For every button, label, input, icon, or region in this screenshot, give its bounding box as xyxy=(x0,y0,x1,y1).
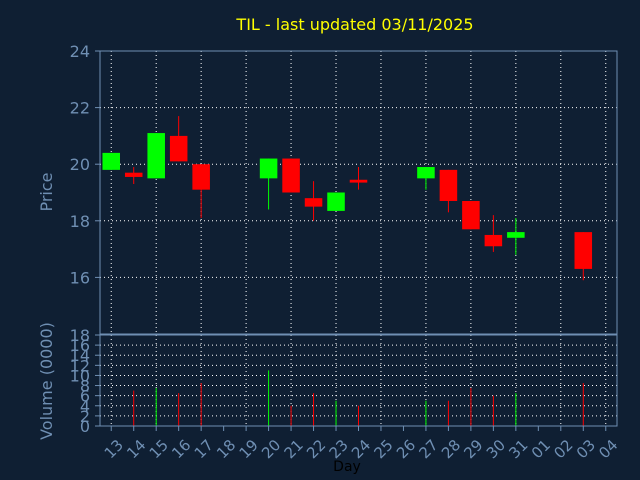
candle xyxy=(102,152,121,170)
candle-body xyxy=(327,192,345,211)
day-tick-label: 04 xyxy=(595,436,621,462)
volume-tick-label: 10 xyxy=(70,366,90,385)
volume-tick-label: 0 xyxy=(80,417,90,436)
candle-body xyxy=(349,179,368,183)
day-tick-labels: 1314151617181920212223242526272829303101… xyxy=(101,436,622,462)
candle xyxy=(327,192,345,211)
candle xyxy=(259,158,278,210)
candle xyxy=(507,217,525,255)
volume-axis-label: Volume (0000) xyxy=(37,322,56,440)
candle-body xyxy=(439,169,458,201)
candle-body xyxy=(462,200,480,230)
price-tick-label: 22 xyxy=(70,99,90,118)
candle xyxy=(574,232,593,281)
candles xyxy=(102,116,593,281)
volume-tick-label: 4 xyxy=(80,397,90,416)
price-tick-label: 16 xyxy=(70,268,90,287)
price-tick-labels: 16 18 20 22 24 xyxy=(70,42,90,287)
price-axis-label: Price xyxy=(37,172,56,211)
candle-body xyxy=(484,234,503,247)
candle xyxy=(169,116,188,162)
volume-tick-label: 14 xyxy=(70,346,90,365)
candle-body xyxy=(304,198,323,207)
candle-body xyxy=(124,172,143,177)
price-tick-label: 20 xyxy=(70,155,90,174)
candle xyxy=(349,167,368,190)
chart-title: TIL - last updated 03/11/2025 xyxy=(235,15,473,34)
candle-body xyxy=(147,133,165,179)
axes xyxy=(95,50,618,431)
candle xyxy=(304,181,323,221)
price-grid xyxy=(100,50,617,334)
candle xyxy=(439,169,458,213)
candle-body xyxy=(507,232,525,238)
price-frame xyxy=(99,50,618,335)
candle xyxy=(484,215,503,252)
volume-tick-label: 16 xyxy=(70,336,90,355)
candle xyxy=(147,133,165,179)
price-tick-label: 18 xyxy=(70,212,90,231)
price-tick-label: 24 xyxy=(70,42,90,61)
volume-tick-label: 12 xyxy=(70,356,90,375)
candle xyxy=(192,164,210,218)
candle xyxy=(462,200,480,230)
candle xyxy=(124,167,143,185)
candle-body xyxy=(102,152,121,170)
candle-body xyxy=(282,158,300,193)
candle-body xyxy=(259,158,278,179)
volume-bars xyxy=(133,370,584,426)
candle-body xyxy=(169,135,188,162)
volume-tick-label: 8 xyxy=(80,377,90,396)
candle xyxy=(282,158,300,193)
candle-body xyxy=(417,167,435,179)
volume-tick-label: 6 xyxy=(80,387,90,406)
volume-tick-label: 2 xyxy=(80,407,90,426)
candle-body xyxy=(574,232,593,269)
volume-tick-label: 18 xyxy=(70,326,90,345)
candle-body xyxy=(192,164,210,190)
candle xyxy=(417,167,435,190)
day-axis-label: Day xyxy=(333,459,361,475)
